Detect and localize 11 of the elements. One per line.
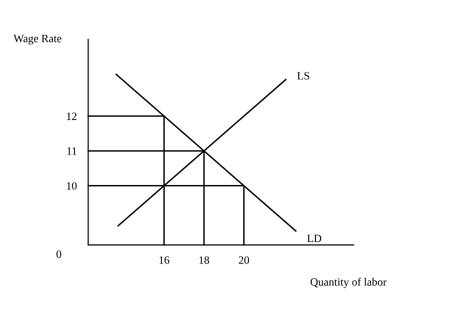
text: 0 [56, 250, 62, 258]
series-label: LS [297, 72, 310, 80]
y-axis-title: Wage Rate [14, 34, 62, 45]
y-tick-label: 11 [67, 147, 76, 155]
y-tick-label: 12 [66, 112, 76, 120]
y-tick-label: 10 [66, 182, 77, 190]
series-label: LD [307, 234, 322, 242]
x-tick-label: 18 [199, 256, 210, 264]
x-tick-label: 16 [159, 256, 170, 264]
x-tick-label: 20 [238, 256, 250, 264]
x-axis-title: Quantity of labor [310, 278, 387, 288]
